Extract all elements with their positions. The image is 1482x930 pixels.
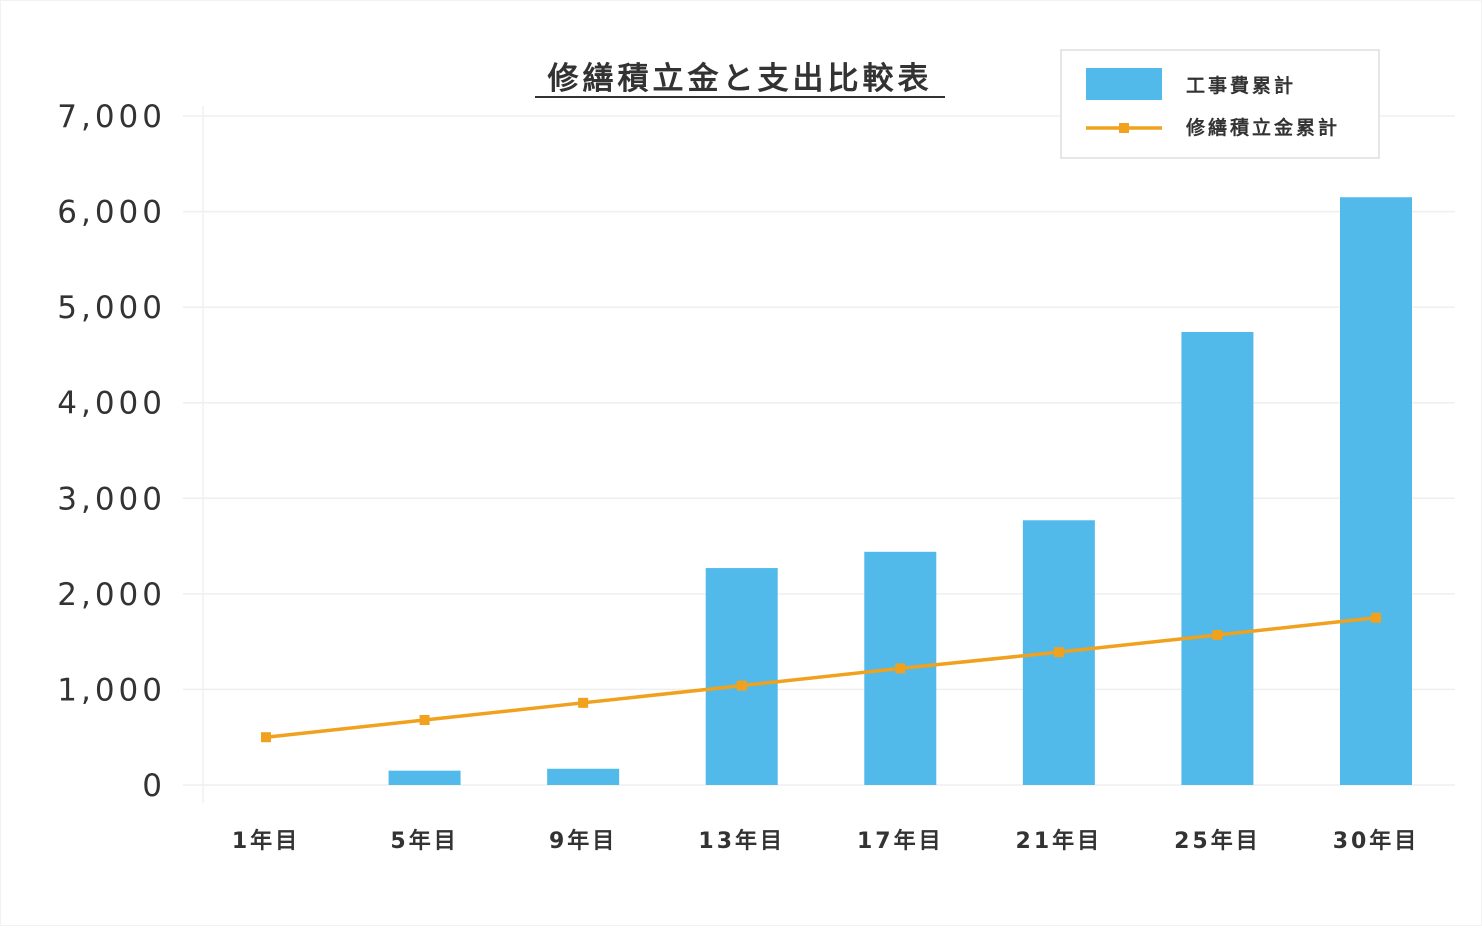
gridlines xyxy=(183,106,1455,803)
legend-line-label: 修繕積立金累計 xyxy=(1185,116,1340,139)
chart-title-group: 修繕積立金と支出比較表 xyxy=(535,61,945,98)
x-tick-label: 1年目 xyxy=(232,828,300,854)
line-point-4 xyxy=(736,680,747,691)
x-axis-ticks: 1年目 5年目 9年目 13年目 17年目 21年目 25年目 30年目 xyxy=(232,828,1420,854)
y-axis-ticks: 0 1,000 2,000 3,000 4,000 5,000 6,000 7,000 xyxy=(57,99,166,804)
bars xyxy=(388,197,1412,785)
bar-7 xyxy=(1181,331,1254,785)
legend-line-marker xyxy=(1119,123,1129,133)
x-tick-label: 9年目 xyxy=(549,828,617,854)
legend-box xyxy=(1060,49,1380,159)
line-point-5 xyxy=(895,663,906,674)
y-tick-label: 2,000 xyxy=(57,577,166,613)
x-tick-label: 5年目 xyxy=(390,828,458,854)
bar-2 xyxy=(388,770,461,785)
line-point-1 xyxy=(261,732,271,743)
bar-4 xyxy=(705,568,778,785)
y-tick-label: 5,000 xyxy=(57,290,166,326)
y-tick-label: 0 xyxy=(142,768,166,804)
y-tick-label: 3,000 xyxy=(57,481,166,517)
y-tick-label: 4,000 xyxy=(57,386,166,422)
legend-bar-label: 工事費累計 xyxy=(1186,74,1296,97)
line-point-6 xyxy=(1053,647,1064,658)
chart-title: 修繕積立金と支出比較表 xyxy=(547,61,933,97)
x-tick-label: 13年目 xyxy=(698,828,785,854)
x-tick-label: 21年目 xyxy=(1016,828,1103,854)
accumulated-fund-line xyxy=(265,616,1377,739)
legend-bar-swatch xyxy=(1086,68,1162,100)
y-tick-label: 6,000 xyxy=(57,195,166,231)
bar-8 xyxy=(1340,197,1412,785)
legend: 工事費累計 修繕積立金累計 xyxy=(1060,49,1380,159)
line-point-8 xyxy=(1371,612,1381,623)
x-tick-label: 30年目 xyxy=(1333,828,1420,854)
line-point-3 xyxy=(578,697,589,708)
line-point-2 xyxy=(419,715,430,726)
y-tick-label: 1,000 xyxy=(57,672,166,708)
line-series xyxy=(261,612,1381,743)
x-tick-label: 25年目 xyxy=(1174,828,1261,854)
line-point-7 xyxy=(1212,629,1223,640)
y-tick-label: 7,000 xyxy=(57,99,166,135)
x-tick-label: 17年目 xyxy=(857,828,944,854)
bar-3 xyxy=(547,768,620,785)
